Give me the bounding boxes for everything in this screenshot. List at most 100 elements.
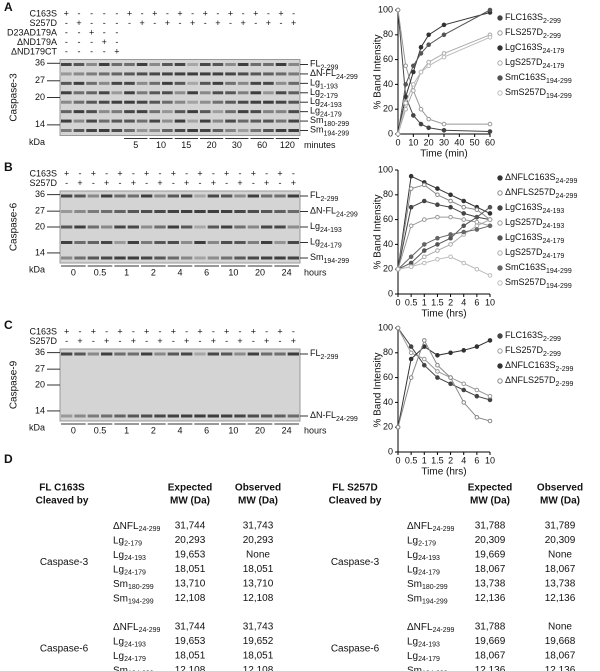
legend-marker: [497, 175, 503, 181]
expected-mw: 19,669: [475, 550, 506, 561]
data-point: [448, 242, 453, 247]
fragment-name-sub: 24-299: [139, 526, 161, 533]
legend-entry: FLC163S2-299: [505, 12, 561, 24]
gel-band: [274, 241, 286, 244]
legend-marker: [497, 378, 503, 384]
sign: +: [237, 178, 242, 188]
gel-band: [136, 91, 148, 95]
block-title: FL S257D: [332, 483, 377, 494]
band-label: Lg24-179: [310, 237, 342, 249]
data-point: [421, 254, 427, 260]
gel-band: [221, 210, 233, 213]
band-label: Lg2-179: [310, 87, 338, 99]
gel-band: [149, 72, 161, 76]
gel-band: [261, 241, 273, 244]
fragment-name-main: Sm: [113, 579, 128, 590]
fragment-name-main: Lg: [113, 636, 124, 647]
gel-band: [98, 63, 110, 66]
y-axis-title: % Band Intensity: [373, 352, 384, 427]
legend-entry-sub: 24-179: [543, 63, 565, 70]
gel-band: [149, 119, 161, 123]
sign: +: [139, 18, 144, 28]
gel-band: [261, 194, 273, 198]
legend-marker: [497, 75, 503, 81]
marker-label: 36: [35, 347, 45, 357]
gel-band: [101, 194, 113, 198]
sign: +: [131, 336, 136, 346]
fragment-name-main: Sm: [407, 579, 422, 590]
column-header: MW (Da): [170, 496, 210, 507]
legend-marker: [497, 30, 503, 36]
time-unit: minutes: [304, 140, 336, 150]
data-point: [441, 127, 447, 133]
gel-band: [174, 63, 186, 66]
sign: -: [90, 8, 93, 18]
data-point: [408, 173, 414, 179]
legend-entry-main: ΔNFLC163S: [505, 360, 556, 370]
sign: -: [145, 336, 148, 346]
fragment-name: Sm180-299: [113, 579, 154, 591]
legend-entry-sub: 194-299: [546, 268, 572, 275]
gel-band: [61, 352, 73, 356]
fragment-name: ΔNFL24-299: [407, 521, 454, 533]
time-label: 10: [228, 267, 238, 277]
time-label: 0: [71, 425, 76, 435]
gel-band: [234, 225, 246, 229]
fragment-name-main: Sm: [113, 593, 128, 604]
sign: -: [159, 168, 162, 178]
gel-band: [263, 81, 274, 85]
column-header: MW (Da): [540, 496, 580, 507]
sign: -: [242, 8, 245, 18]
gel-band: [86, 81, 97, 85]
enzyme-name: Caspase-3: [40, 557, 89, 568]
gel-band: [162, 100, 173, 104]
observed-mw: 31,743: [243, 521, 274, 532]
gel-band: [127, 414, 139, 418]
band-label-main: ΔN-FL: [310, 410, 336, 420]
data-point: [474, 207, 480, 212]
x-tick-label: 1: [422, 455, 427, 465]
gel-band: [98, 119, 110, 123]
gel-band: [87, 225, 99, 229]
observed-mw: 12,108: [243, 665, 274, 671]
data-point: [461, 217, 467, 222]
row-label: ΔND179A: [17, 37, 57, 47]
gel-band: [250, 110, 262, 114]
y-axis-title: % Band Intensity: [373, 194, 384, 269]
sign: -: [212, 326, 215, 336]
data-point: [435, 375, 440, 380]
fragment-name: Lg24-179: [407, 564, 440, 576]
x-tick-label: 0: [395, 137, 400, 147]
block-title: FL C163S: [39, 483, 85, 494]
band-label-main: FL: [310, 348, 321, 358]
sign: +: [152, 8, 157, 18]
gel-band: [61, 241, 73, 244]
gel-image: [59, 190, 301, 264]
sign: -: [77, 27, 80, 37]
gel-band: [74, 194, 86, 198]
gel-band: [234, 241, 246, 244]
gel-band: [207, 210, 219, 213]
gel-band: [212, 129, 224, 132]
fragment-name-main: Lg: [407, 651, 418, 662]
expected-mw: 12,108: [175, 665, 206, 671]
gel-band: [141, 241, 153, 244]
gel-band: [74, 414, 86, 418]
legend-entry: LgS257D24-193: [505, 217, 564, 229]
legend-entry-sub: 2-299: [543, 33, 561, 40]
band-label: FL2-299: [310, 348, 339, 360]
time-label: 6: [204, 267, 209, 277]
enzyme-label: Caspase-3: [9, 73, 20, 122]
time-label: 10: [228, 425, 238, 435]
gel-band: [288, 100, 299, 104]
gel-band: [250, 119, 262, 123]
data-point: [461, 381, 467, 387]
legend-entry-main: FLS257D: [505, 345, 544, 355]
gel-band: [247, 241, 259, 244]
data-point: [435, 248, 440, 253]
gel-band: [263, 63, 274, 66]
gel-band: [194, 210, 206, 213]
sign: +: [253, 8, 258, 18]
gel-band: [234, 194, 246, 198]
gel-band: [207, 256, 219, 260]
